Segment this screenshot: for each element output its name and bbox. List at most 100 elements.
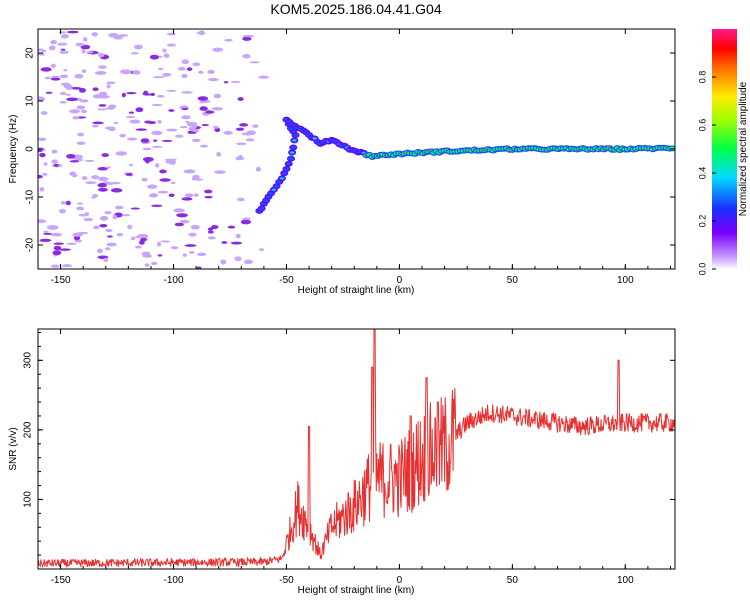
- noise-blob: [60, 48, 66, 51]
- signal-mark-mid: [669, 146, 675, 151]
- noise-blob: [184, 244, 197, 247]
- noise-blob: [201, 124, 210, 127]
- noise-blob: [97, 183, 107, 188]
- noise-blob: [93, 225, 100, 230]
- noise-blob: [207, 236, 216, 240]
- noise-blob: [179, 219, 190, 224]
- noise-blob: [121, 92, 126, 98]
- x-tick-label: -150: [51, 575, 71, 586]
- noise-blob: [157, 190, 169, 194]
- noise-blob: [142, 147, 152, 151]
- noise-blob: [50, 63, 56, 68]
- snr-y-ticks: 100 200 300: [23, 331, 675, 556]
- noise-blob: [210, 224, 219, 230]
- noise-blob: [125, 92, 137, 95]
- noise-blob: [74, 74, 84, 79]
- noise-blob: [106, 84, 111, 89]
- noise-blob: [58, 208, 66, 214]
- noise-blob: [174, 134, 184, 138]
- x-tick-label: 50: [507, 275, 519, 286]
- noise-blob: [130, 207, 140, 210]
- noise-blob: [196, 266, 202, 269]
- noise-blob: [208, 77, 219, 82]
- x-tick-label: -50: [279, 575, 294, 586]
- noise-blob: [66, 154, 76, 159]
- noise-blob: [80, 109, 88, 114]
- noise-blob: [242, 217, 251, 221]
- noise-blob: [42, 172, 48, 176]
- noise-blob: [66, 30, 79, 34]
- noise-blob: [135, 128, 148, 131]
- noise-blob: [104, 211, 112, 215]
- noise-blob: [108, 126, 116, 132]
- x-tick-label: 100: [617, 575, 634, 586]
- signal-mark-mid: [258, 206, 265, 211]
- noise-blob: [106, 242, 117, 247]
- noise-blob: [204, 189, 213, 194]
- noise-blob: [258, 75, 270, 79]
- x-tick-label: -150: [51, 275, 71, 286]
- noise-blob: [242, 54, 251, 59]
- noise-blob: [236, 142, 247, 146]
- noise-blob: [153, 139, 158, 142]
- noise-blob: [91, 175, 100, 180]
- colorbar-tick-label: 0.4: [697, 167, 707, 180]
- y-tick-label: -10: [25, 189, 36, 204]
- noise-blob: [103, 257, 109, 262]
- noise-blob: [101, 153, 109, 158]
- y-tick-label: 200: [23, 421, 34, 438]
- noise-blob: [151, 145, 163, 148]
- noise-blob: [38, 96, 46, 102]
- noise-blob: [135, 245, 142, 249]
- noise-blob: [125, 116, 136, 119]
- signal-mark-core: [292, 139, 297, 142]
- noise-blob: [78, 206, 83, 211]
- noise-blob: [69, 109, 81, 114]
- noise-blob: [72, 232, 84, 237]
- noise-blob: [151, 204, 163, 207]
- noise-blob: [181, 59, 190, 65]
- noise-blob: [115, 151, 128, 156]
- noise-blob: [220, 259, 227, 265]
- y-tick-label: 0: [25, 146, 36, 152]
- noise-blob: [60, 201, 66, 205]
- noise-blob: [140, 138, 150, 143]
- noise-blob: [157, 119, 162, 124]
- noise-blob: [105, 228, 113, 233]
- noise-blob: [98, 52, 105, 58]
- noise-blob: [241, 132, 253, 136]
- noise-blob: [115, 205, 124, 210]
- noise-blob: [188, 232, 197, 237]
- noise-blob: [43, 232, 53, 235]
- noise-blob: [168, 109, 175, 112]
- noise-blob: [192, 128, 200, 133]
- noise-blob: [81, 49, 86, 54]
- noise-blob: [97, 167, 108, 171]
- noise-blob: [156, 241, 162, 247]
- noise-blob: [57, 42, 68, 46]
- y-tick-label: -20: [25, 237, 36, 252]
- noise-blob: [223, 130, 233, 135]
- noise-blob: [182, 253, 187, 257]
- spectrogram-x-label: Height of straight line (km): [298, 285, 415, 296]
- noise-blob: [78, 87, 86, 93]
- noise-blob: [207, 69, 215, 75]
- noise-blob: [197, 96, 209, 101]
- noise-blob: [65, 200, 71, 206]
- noise-blob: [173, 208, 185, 213]
- noise-blob: [46, 225, 59, 230]
- noise-blob: [235, 156, 245, 161]
- noise-blob: [53, 242, 65, 245]
- noise-blob: [38, 53, 46, 56]
- noise-blob: [91, 32, 98, 37]
- noise-blob: [132, 70, 141, 75]
- noise-blob: [151, 130, 163, 136]
- noise-blob: [143, 90, 149, 96]
- noise-blob: [242, 36, 252, 41]
- noise-blob: [122, 213, 131, 217]
- noise-blob: [127, 224, 133, 230]
- x-tick-label: 0: [397, 575, 403, 586]
- signal-mark-core: [271, 188, 276, 191]
- signal-mark-mid: [283, 167, 290, 171]
- noise-blob: [84, 212, 90, 216]
